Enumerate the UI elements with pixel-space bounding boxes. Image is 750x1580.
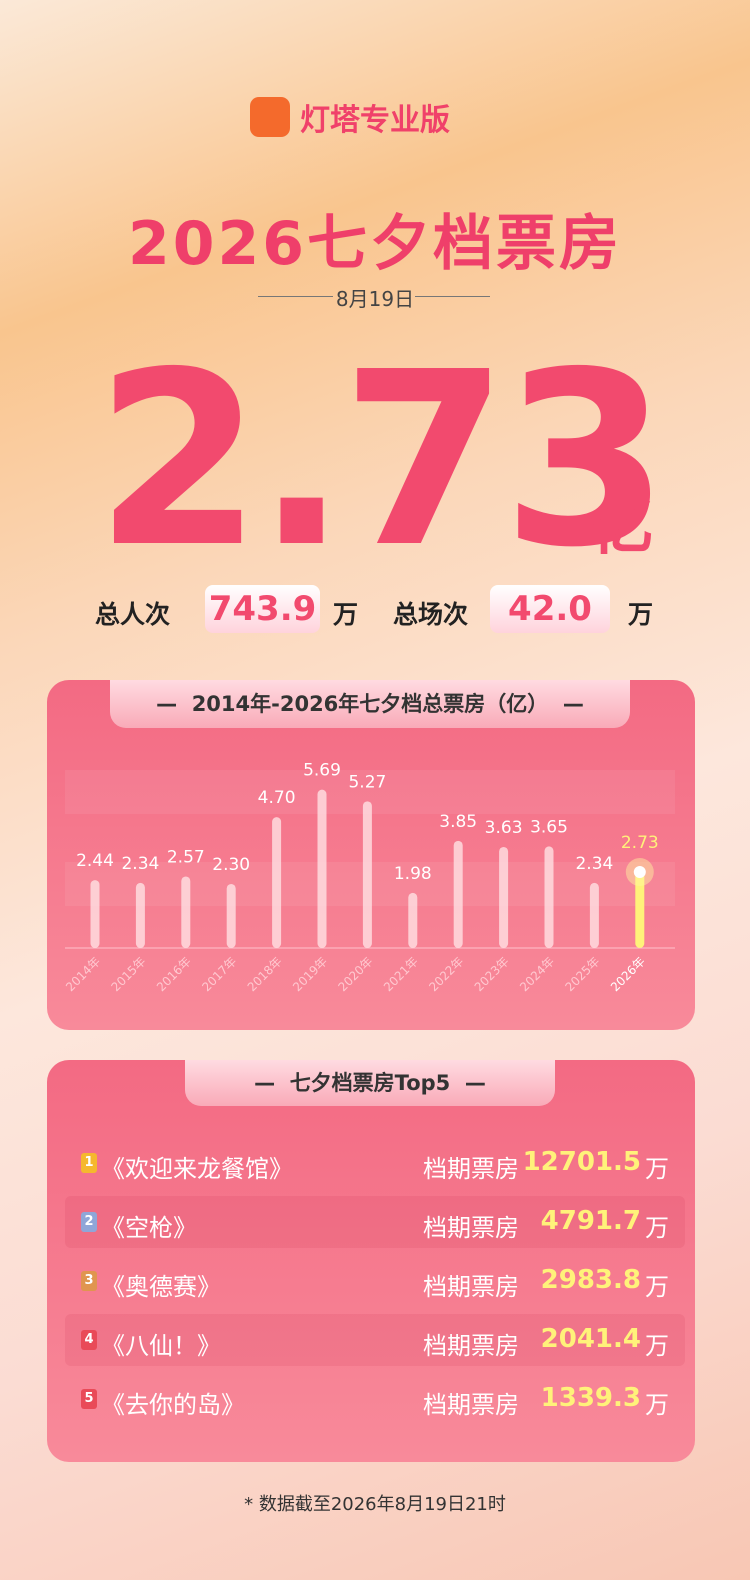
title: 2026七夕档票房 bbox=[128, 209, 622, 279]
value-label: 2.44 bbox=[76, 851, 114, 871]
x-tick-label: 2014年 bbox=[63, 954, 103, 994]
bar bbox=[544, 846, 554, 948]
value-label: 2.30 bbox=[212, 855, 250, 875]
box-office: 2041.4 bbox=[540, 1324, 641, 1354]
top5-row: 3 《奥德赛》 档期票房 2983.8 万 bbox=[65, 1255, 685, 1307]
bar bbox=[181, 876, 191, 948]
movie-name: 《八仙！》 bbox=[101, 1332, 221, 1360]
bar bbox=[408, 892, 418, 948]
x-tick-label: 2018年 bbox=[245, 954, 285, 994]
chart-title-text: 2014年-2026年七夕档总票房（亿） bbox=[191, 692, 549, 716]
top5-row: 5 《去你的岛》 档期票房 1339.3 万 bbox=[65, 1373, 685, 1425]
row-label: 档期票房 bbox=[423, 1391, 519, 1419]
unit: 万 bbox=[645, 1155, 669, 1183]
x-tick-label: 2022年 bbox=[426, 954, 466, 994]
x-tick-label: 2019年 bbox=[290, 954, 330, 994]
row-label: 档期票房 bbox=[423, 1155, 519, 1183]
brand: 灯塔专业版 bbox=[250, 95, 450, 139]
top5-card bbox=[47, 1060, 695, 1462]
logo bbox=[250, 97, 290, 137]
chart-title: — 2014年-2026年七夕档总票房（亿） — bbox=[110, 680, 630, 728]
bar bbox=[362, 801, 372, 948]
total-value: 2.73 bbox=[95, 320, 669, 600]
value-label: 2.73 bbox=[621, 833, 659, 853]
value-label: 2.34 bbox=[575, 854, 613, 874]
movie-name: 《空枪》 bbox=[101, 1214, 197, 1242]
divider bbox=[415, 296, 490, 297]
box-office: 4791.7 bbox=[540, 1206, 641, 1236]
stat-unit: 万 bbox=[628, 600, 654, 629]
bar bbox=[90, 880, 100, 948]
value-label: 1.98 bbox=[394, 864, 432, 884]
x-tick-label: 2015年 bbox=[109, 954, 149, 994]
box-office: 12701.5 bbox=[522, 1147, 641, 1177]
value-label: 4.70 bbox=[258, 788, 296, 808]
bar bbox=[453, 840, 463, 948]
x-tick-label: 2025年 bbox=[563, 954, 603, 994]
value-label: 3.85 bbox=[439, 812, 477, 832]
rank: 4 bbox=[81, 1330, 97, 1350]
x-tick-label: 2020年 bbox=[336, 954, 376, 994]
bar bbox=[317, 789, 327, 948]
unit: 万 bbox=[645, 1332, 669, 1360]
footnote: * 数据截至2026年8月19日21时 bbox=[244, 1494, 506, 1515]
top5-title-text: 七夕档票房Top5 bbox=[289, 1071, 451, 1095]
bar bbox=[272, 817, 282, 948]
unit: 万 bbox=[645, 1273, 669, 1301]
value-label: 2.57 bbox=[167, 847, 205, 867]
movie-name: 《奥德赛》 bbox=[101, 1273, 221, 1301]
unit: 万 bbox=[645, 1214, 669, 1242]
rank: 5 bbox=[81, 1389, 97, 1409]
rank: 1 bbox=[81, 1153, 97, 1173]
bar bbox=[635, 872, 645, 948]
movie-name: 《欢迎来龙餐馆》 bbox=[101, 1155, 293, 1183]
top5-title: — 七夕档票房Top5 — bbox=[185, 1060, 555, 1106]
brand-name: 灯塔专业版 bbox=[300, 103, 450, 138]
row-label: 档期票房 bbox=[423, 1332, 519, 1360]
stat-unit: 万 bbox=[333, 600, 359, 629]
stat-label: 总场次 bbox=[393, 600, 469, 629]
value-label: 3.63 bbox=[485, 818, 523, 838]
x-tick-label: 2017年 bbox=[199, 954, 239, 994]
rank: 2 bbox=[81, 1212, 97, 1232]
box-office: 2983.8 bbox=[540, 1265, 641, 1295]
movie-name: 《去你的岛》 bbox=[101, 1391, 245, 1419]
top5-row: 4 《八仙！》 档期票房 2041.4 万 bbox=[65, 1314, 685, 1366]
stat-label: 总人次 bbox=[95, 600, 171, 629]
bar bbox=[589, 882, 599, 948]
x-tick-label: 2026年 bbox=[608, 954, 648, 994]
highlight-dot bbox=[633, 866, 646, 879]
chart: 2014年 2.44 2015年 2.34 2016年 2.57 2017年 2.30 2018… bbox=[63, 761, 675, 994]
bar bbox=[226, 883, 236, 948]
stat-value: 743.9 bbox=[205, 585, 320, 633]
bar bbox=[135, 882, 145, 948]
row-label: 档期票房 bbox=[423, 1273, 519, 1301]
total-unit: 亿 bbox=[590, 490, 654, 564]
top5-row: 1 《欢迎来龙餐馆》 档期票房 12701.5 万 bbox=[65, 1137, 685, 1189]
divider bbox=[258, 296, 333, 297]
bar bbox=[499, 846, 509, 948]
top5-row: 2 《空枪》 档期票房 4791.7 万 bbox=[65, 1196, 685, 1248]
x-tick-label: 2024年 bbox=[517, 954, 557, 994]
x-tick-label: 2023年 bbox=[472, 954, 512, 994]
x-tick-label: 2016年 bbox=[154, 954, 194, 994]
box-office: 1339.3 bbox=[540, 1383, 641, 1413]
value-label: 3.65 bbox=[530, 817, 568, 837]
date: 8月19日 bbox=[335, 287, 415, 311]
chart-card: 2014年 2.44 2015年 2.34 2016年 2.57 2017年 2.30 2018… bbox=[47, 680, 695, 1030]
unit: 万 bbox=[645, 1391, 669, 1419]
value-label: 5.69 bbox=[303, 761, 341, 781]
value-label: 2.34 bbox=[121, 854, 159, 874]
row-label: 档期票房 bbox=[423, 1214, 519, 1242]
x-tick-label: 2021年 bbox=[381, 954, 421, 994]
rank: 3 bbox=[81, 1271, 97, 1291]
stat-value: 42.0 bbox=[490, 585, 610, 633]
value-label: 5.27 bbox=[348, 772, 386, 792]
